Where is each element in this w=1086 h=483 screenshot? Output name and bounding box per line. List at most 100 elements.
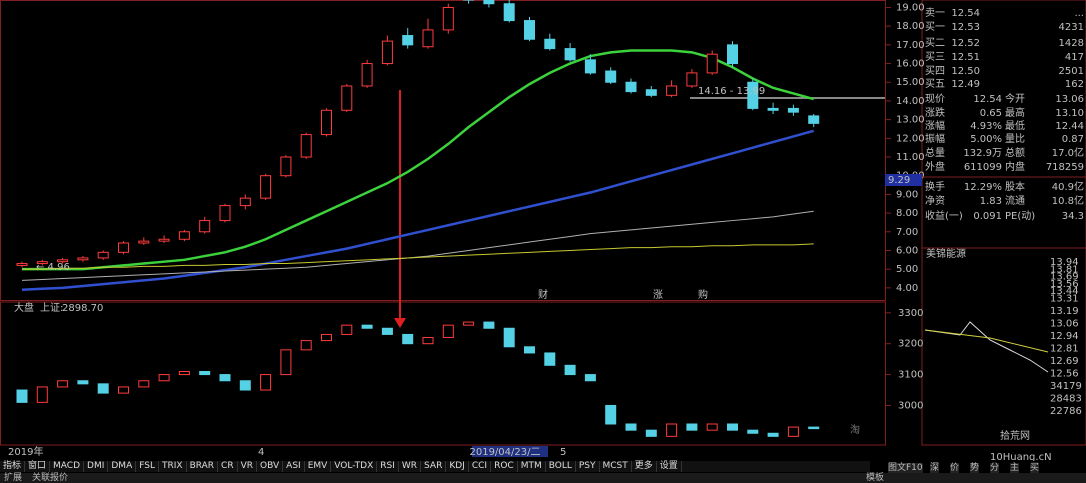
candle-body — [605, 70, 617, 83]
y-tick-label: 13.00 — [896, 115, 925, 126]
tab[interactable]: CR — [218, 461, 238, 472]
bottom-item[interactable]: 扩展 — [4, 473, 23, 483]
mini-tick: 12.69 — [1050, 356, 1079, 367]
candle-body — [605, 404, 617, 425]
stat-label: 涨跌 — [925, 106, 945, 119]
tab[interactable]: MCST — [600, 461, 632, 472]
quote-frame — [921, 0, 1086, 249]
bottom-item[interactable]: 关联报价 — [32, 473, 69, 483]
candle-body — [118, 242, 129, 253]
stat-value: 13.06 — [1055, 94, 1084, 105]
stat-value: 0.87 — [1062, 134, 1084, 145]
tab[interactable]: VOL-TDX — [331, 461, 378, 472]
candle-body — [97, 251, 109, 259]
ma-line — [22, 49, 815, 271]
candle-body — [625, 81, 637, 93]
tab[interactable]: 设置 — [657, 461, 682, 472]
quote-price: 12.50 — [951, 66, 980, 77]
tab[interactable]: PSY — [576, 461, 600, 472]
candle-body — [767, 107, 779, 111]
tab[interactable]: 窗口 — [25, 461, 51, 472]
candle-body — [645, 89, 657, 96]
candle-body — [524, 20, 535, 40]
index-label: 大盘 — [14, 301, 34, 314]
bottom-item[interactable]: 买 — [1030, 463, 1040, 473]
tab[interactable]: ROC — [491, 461, 518, 472]
bottom-item[interactable]: 势 — [970, 463, 980, 473]
tab[interactable]: 更多 — [632, 461, 657, 472]
tab[interactable]: FSL — [136, 461, 159, 472]
bottom-item[interactable]: 深 — [930, 463, 940, 473]
stat-label: 量比 — [1005, 133, 1025, 145]
x-label: 5 — [560, 447, 566, 458]
candle-body — [300, 134, 312, 158]
mini-tick: 13.44 — [1050, 286, 1079, 297]
candle-body — [57, 380, 69, 388]
tab[interactable]: OBV — [257, 461, 284, 472]
tab[interactable]: DMA — [108, 461, 137, 472]
tab[interactable]: BOLL — [546, 461, 576, 472]
candle-body — [483, 0, 495, 5]
candle-body — [381, 40, 393, 65]
candle-body — [199, 370, 211, 376]
stat-value: 40.9亿 — [1052, 180, 1084, 193]
stat-label: 今开 — [1005, 92, 1025, 105]
candle-body — [747, 81, 759, 109]
tab[interactable]: KDJ — [446, 461, 469, 472]
bottom-item[interactable]: 分 — [990, 463, 1000, 473]
stat-label: 内盘 — [1005, 160, 1025, 173]
crosshair-label: 9.29 — [888, 175, 910, 186]
candle-body — [544, 352, 556, 366]
tab[interactable]: RSI — [377, 461, 399, 472]
tab[interactable]: EMV — [305, 461, 332, 472]
stat-value: 12.44 — [1055, 121, 1084, 132]
candle-body — [199, 220, 211, 233]
candle-body — [706, 423, 718, 431]
stat-label: 股本 — [1005, 180, 1025, 193]
candle-body — [321, 109, 332, 136]
bottom-item[interactable]: 主 — [1010, 463, 1020, 473]
x-label: 2019/04/23/二 — [469, 447, 540, 458]
mini-title: 美锦能源 — [926, 247, 966, 260]
tab[interactable]: SAR — [421, 461, 447, 472]
tab[interactable]: MACD — [50, 461, 85, 472]
stat-label: 最高 — [1005, 106, 1025, 119]
tab[interactable]: BRAR — [187, 461, 219, 472]
candle-body — [16, 389, 28, 403]
tab[interactable]: CCI — [469, 461, 492, 472]
y-tick-label: 18.00 — [896, 21, 925, 32]
tab[interactable]: DMI — [84, 461, 109, 472]
tab[interactable]: WR — [399, 461, 422, 472]
tab[interactable]: TRIX — [159, 461, 187, 472]
tab[interactable]: VR — [238, 461, 258, 472]
candle-body — [178, 370, 190, 376]
date-box — [472, 446, 548, 457]
tab[interactable]: 指标 — [0, 461, 26, 472]
stat-value: 12.54 — [973, 94, 1002, 105]
candle-body — [808, 426, 820, 430]
stat-label: 振幅 — [925, 132, 945, 145]
candle-body — [767, 432, 779, 437]
candle-body — [219, 374, 231, 382]
stat-label: 外盘 — [925, 160, 945, 173]
mini-tick: 12.81 — [1050, 344, 1079, 355]
candle-body — [422, 29, 434, 48]
candle-body — [503, 327, 515, 348]
bottom-item[interactable]: 价 — [950, 463, 960, 473]
y-tick-label: 17.00 — [896, 40, 925, 51]
tab[interactable]: ASI — [283, 461, 305, 472]
quote-volume: 417 — [1065, 52, 1084, 63]
bottom-item[interactable]: 模板 — [866, 473, 885, 483]
watermark: 淘 — [850, 423, 860, 436]
candle-body — [564, 48, 576, 61]
stat-value: 0.65 — [980, 108, 1002, 119]
tab[interactable]: MTM — [518, 461, 546, 472]
index-plot — [16, 321, 820, 437]
bottom-item[interactable]: 图文F10 — [888, 463, 923, 473]
mini-tick: 12.56 — [1050, 369, 1079, 380]
candle-body — [503, 3, 515, 22]
candle-body — [36, 261, 48, 265]
candle-body — [787, 107, 799, 113]
quote-label: 买一 — [925, 21, 945, 33]
